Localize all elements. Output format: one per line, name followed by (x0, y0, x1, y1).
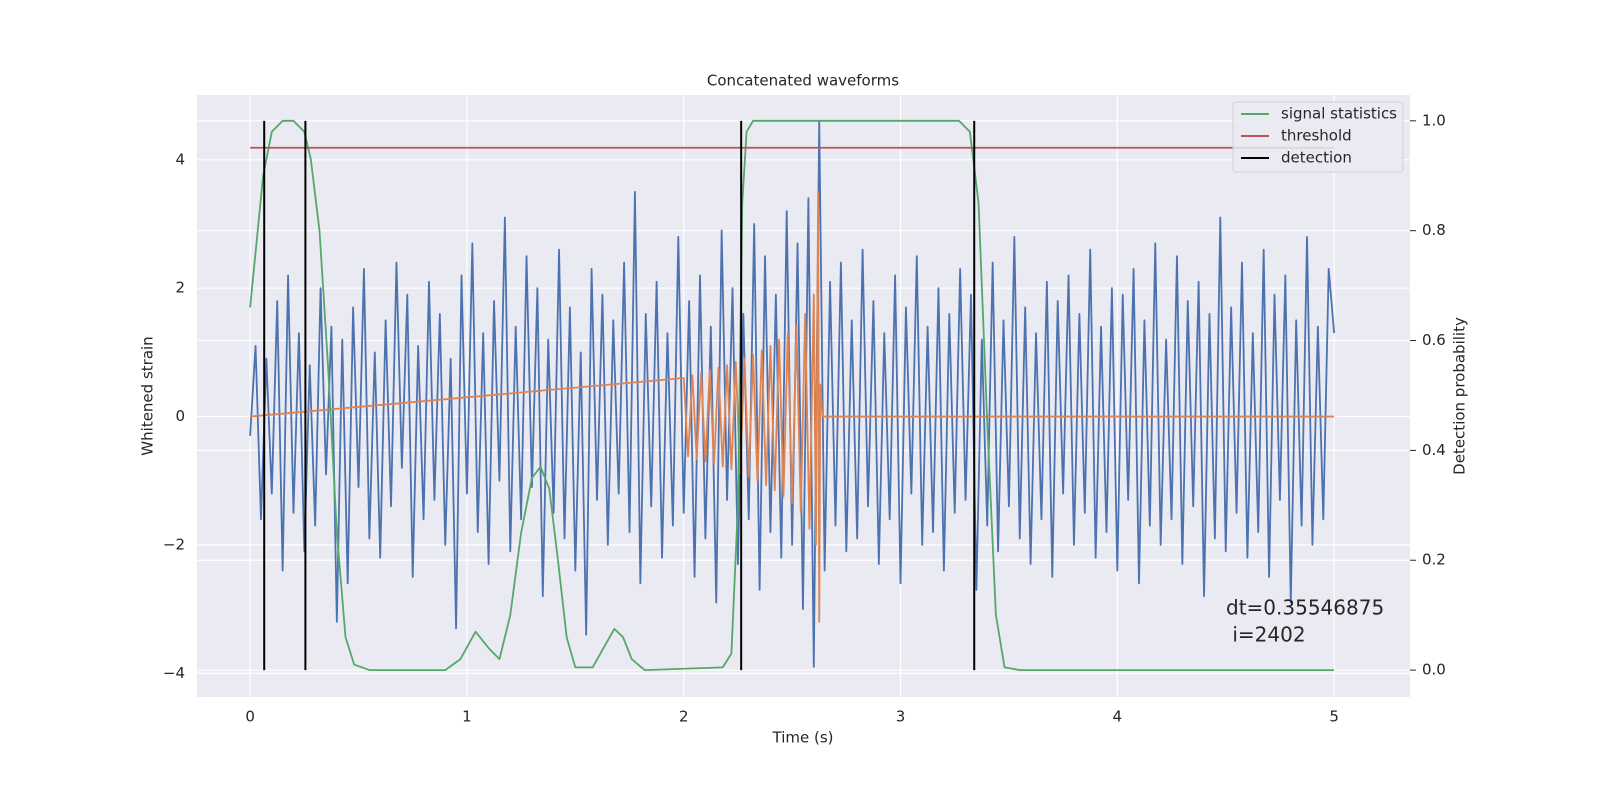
ticks: 0 1 2 3 4 5 −4 −2 0 2 4 0.0 0.2 0.4 0.6 0.8 1.0 (163, 111, 1446, 725)
x-tick-label: 1 (462, 708, 472, 726)
series-line (249, 119, 1335, 671)
y2-tick-label: 1.0 (1422, 111, 1446, 129)
y-tick-label: −4 (163, 664, 185, 682)
x-axis-label: Time (s) (772, 729, 834, 747)
legend-label: detection (1281, 149, 1352, 167)
y2-axis-label: Detection probability (1451, 317, 1469, 475)
y2-tick-label: 0.2 (1422, 551, 1446, 569)
annotation: i=2402 (1226, 623, 1306, 647)
x-tick-label: 2 (679, 708, 689, 726)
y-tick-label: 0 (175, 407, 185, 425)
x-tick-label: 3 (896, 708, 906, 726)
y2-tick-label: 0.8 (1422, 221, 1446, 239)
y2-tick-label: 0.6 (1422, 331, 1446, 349)
legend-label: threshold (1281, 127, 1352, 145)
x-tick-label: 5 (1329, 708, 1339, 726)
marks (249, 119, 1336, 671)
annotation: dt=0.35546875 (1226, 596, 1384, 620)
y-tick-label: 2 (175, 279, 185, 297)
series-line (250, 191, 1335, 623)
y-tick-label: −2 (163, 535, 185, 553)
legend: signal statistics threshold detection (1232, 101, 1404, 173)
legend-box (1232, 101, 1404, 173)
x-tick-label: 0 (245, 708, 255, 726)
chart-title: Concatenated waveforms (707, 72, 899, 90)
y2-tick-label: 0.0 (1422, 661, 1446, 679)
y2-tick-label: 0.4 (1422, 441, 1446, 459)
legend-label: signal statistics (1281, 105, 1397, 123)
x-tick-label: 4 (1113, 708, 1123, 726)
y-axis-label: Whitened strain (139, 336, 157, 455)
y-tick-label: 4 (175, 150, 185, 168)
series-line (249, 120, 1336, 668)
